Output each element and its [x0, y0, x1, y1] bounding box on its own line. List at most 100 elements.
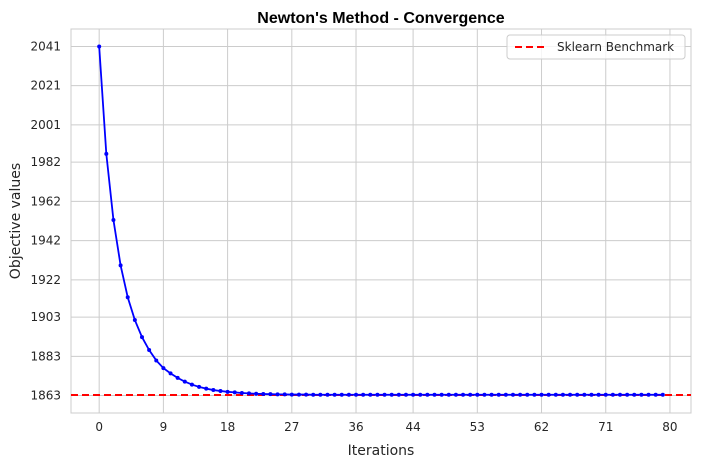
- data-point: [461, 392, 466, 397]
- data-point: [261, 391, 266, 396]
- data-point: [453, 392, 458, 397]
- data-point: [318, 392, 323, 397]
- x-axis-label: Iterations: [348, 443, 415, 459]
- data-point: [111, 218, 116, 223]
- data-point: [211, 388, 216, 393]
- data-point: [603, 392, 608, 397]
- data-point: [232, 390, 237, 395]
- data-point: [182, 379, 187, 384]
- chart-title: Newton's Method - Convergence: [257, 10, 504, 27]
- data-point: [610, 392, 615, 397]
- data-point: [482, 392, 487, 397]
- legend: Sklearn Benchmark: [506, 34, 686, 60]
- x-tick-label: 44: [405, 420, 420, 434]
- data-point: [560, 392, 565, 397]
- y-tick-label: 2041: [30, 39, 61, 53]
- y-tick-label: 1922: [30, 273, 61, 287]
- y-axis-label: Objective values: [8, 163, 24, 279]
- data-point: [97, 44, 102, 49]
- data-point: [139, 335, 144, 340]
- series-points: [97, 44, 665, 397]
- data-point: [439, 392, 444, 397]
- data-point: [496, 392, 501, 397]
- data-point: [325, 392, 330, 397]
- data-point: [118, 263, 123, 268]
- data-point: [418, 392, 423, 397]
- data-point: [382, 392, 387, 397]
- data-point: [254, 391, 259, 396]
- x-tick-label: 18: [220, 420, 235, 434]
- legend-label-benchmark: Sklearn Benchmark: [557, 40, 674, 54]
- data-point: [468, 392, 473, 397]
- data-point: [368, 392, 373, 397]
- data-point: [268, 392, 273, 397]
- data-point: [125, 295, 130, 300]
- y-tick-label: 1982: [30, 155, 61, 169]
- data-point: [532, 392, 537, 397]
- data-point: [546, 392, 551, 397]
- x-tick-label: 62: [534, 420, 549, 434]
- data-point: [518, 392, 523, 397]
- data-point: [653, 392, 658, 397]
- data-point: [539, 392, 544, 397]
- legend-box: [506, 34, 686, 60]
- data-point: [575, 392, 580, 397]
- data-point: [175, 375, 180, 380]
- data-point: [304, 392, 309, 397]
- data-point: [239, 390, 244, 395]
- data-point: [425, 392, 430, 397]
- data-point: [389, 392, 394, 397]
- data-point: [339, 392, 344, 397]
- grid-lines: [71, 29, 691, 413]
- data-point: [432, 392, 437, 397]
- x-tick-label: 36: [348, 420, 363, 434]
- data-point: [411, 392, 416, 397]
- y-tick-label: 1962: [30, 194, 61, 208]
- data-point: [660, 392, 665, 397]
- data-point: [582, 392, 587, 397]
- data-point: [596, 392, 601, 397]
- x-tick-label: 80: [662, 420, 677, 434]
- x-tick-label: 27: [284, 420, 299, 434]
- data-point: [568, 392, 573, 397]
- x-tick-label: 0: [95, 420, 103, 434]
- data-point: [525, 392, 530, 397]
- plot-area-frame: [70, 28, 692, 414]
- y-tick-label: 2001: [30, 118, 61, 132]
- data-point: [618, 392, 623, 397]
- y-tick-labels: 1863 1883 1903 1922 1942 1962 1982 2001 2021 2041: [30, 39, 61, 402]
- data-point: [475, 392, 480, 397]
- data-point: [197, 384, 202, 389]
- data-point: [189, 382, 194, 387]
- data-point: [247, 391, 252, 396]
- data-point: [311, 392, 316, 397]
- data-point: [361, 392, 366, 397]
- data-point: [354, 392, 359, 397]
- data-point: [639, 392, 644, 397]
- y-tick-label: 1903: [30, 310, 61, 324]
- data-point: [503, 392, 508, 397]
- data-point: [296, 392, 301, 397]
- data-point: [218, 389, 223, 394]
- y-tick-label: 1883: [30, 349, 61, 363]
- x-tick-label: 53: [470, 420, 485, 434]
- data-point: [282, 392, 287, 397]
- data-point: [589, 392, 594, 397]
- data-point: [646, 392, 651, 397]
- data-point: [396, 392, 401, 397]
- data-point: [204, 386, 209, 391]
- data-point: [332, 392, 337, 397]
- data-point: [225, 389, 230, 394]
- data-point: [625, 392, 630, 397]
- y-tick-label: 2021: [30, 79, 61, 93]
- data-point: [168, 371, 173, 376]
- y-tick-label: 1863: [30, 389, 61, 403]
- y-tick-label: 1942: [30, 234, 61, 248]
- data-point: [132, 318, 137, 323]
- data-point: [154, 358, 159, 363]
- data-point: [375, 392, 380, 397]
- data-point: [403, 392, 408, 397]
- data-point: [510, 392, 515, 397]
